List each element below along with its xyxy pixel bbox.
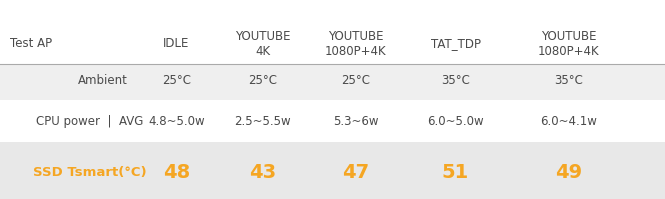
Bar [0,64,665,100]
Text: Ambient: Ambient [78,74,128,87]
Text: TAT_TDP: TAT_TDP [430,37,481,50]
Text: 35°C: 35°C [554,74,583,87]
Text: YOUTUBE
1080P+4K: YOUTUBE 1080P+4K [325,30,386,58]
Text: YOUTUBE
1080P+4K: YOUTUBE 1080P+4K [538,30,599,58]
Text: YOUTUBE
4K: YOUTUBE 4K [235,30,291,58]
Text: IDLE: IDLE [163,37,190,50]
Text: CPU power  |  AVG: CPU power | AVG [36,115,144,128]
Text: 25°C: 25°C [162,74,191,87]
Text: 35°C: 35°C [441,74,470,87]
Bar [0,100,665,142]
Text: SSD Tsmart(°C): SSD Tsmart(°C) [33,166,146,179]
Text: 6.0~5.0w: 6.0~5.0w [427,115,484,128]
Text: 51: 51 [442,163,469,182]
Text: 25°C: 25°C [248,74,277,87]
Bar [0,0,665,64]
Text: 43: 43 [249,163,276,182]
Text: 48: 48 [163,163,190,182]
Text: 6.0~4.1w: 6.0~4.1w [540,115,597,128]
Text: Test AP: Test AP [10,37,52,50]
Text: 49: 49 [555,163,582,182]
Text: 4.8~5.0w: 4.8~5.0w [148,115,205,128]
Text: 47: 47 [342,163,369,182]
Text: 2.5~5.5w: 2.5~5.5w [234,115,291,128]
Text: 25°C: 25°C [341,74,370,87]
Text: 5.3~6w: 5.3~6w [333,115,378,128]
Bar [0,142,665,199]
